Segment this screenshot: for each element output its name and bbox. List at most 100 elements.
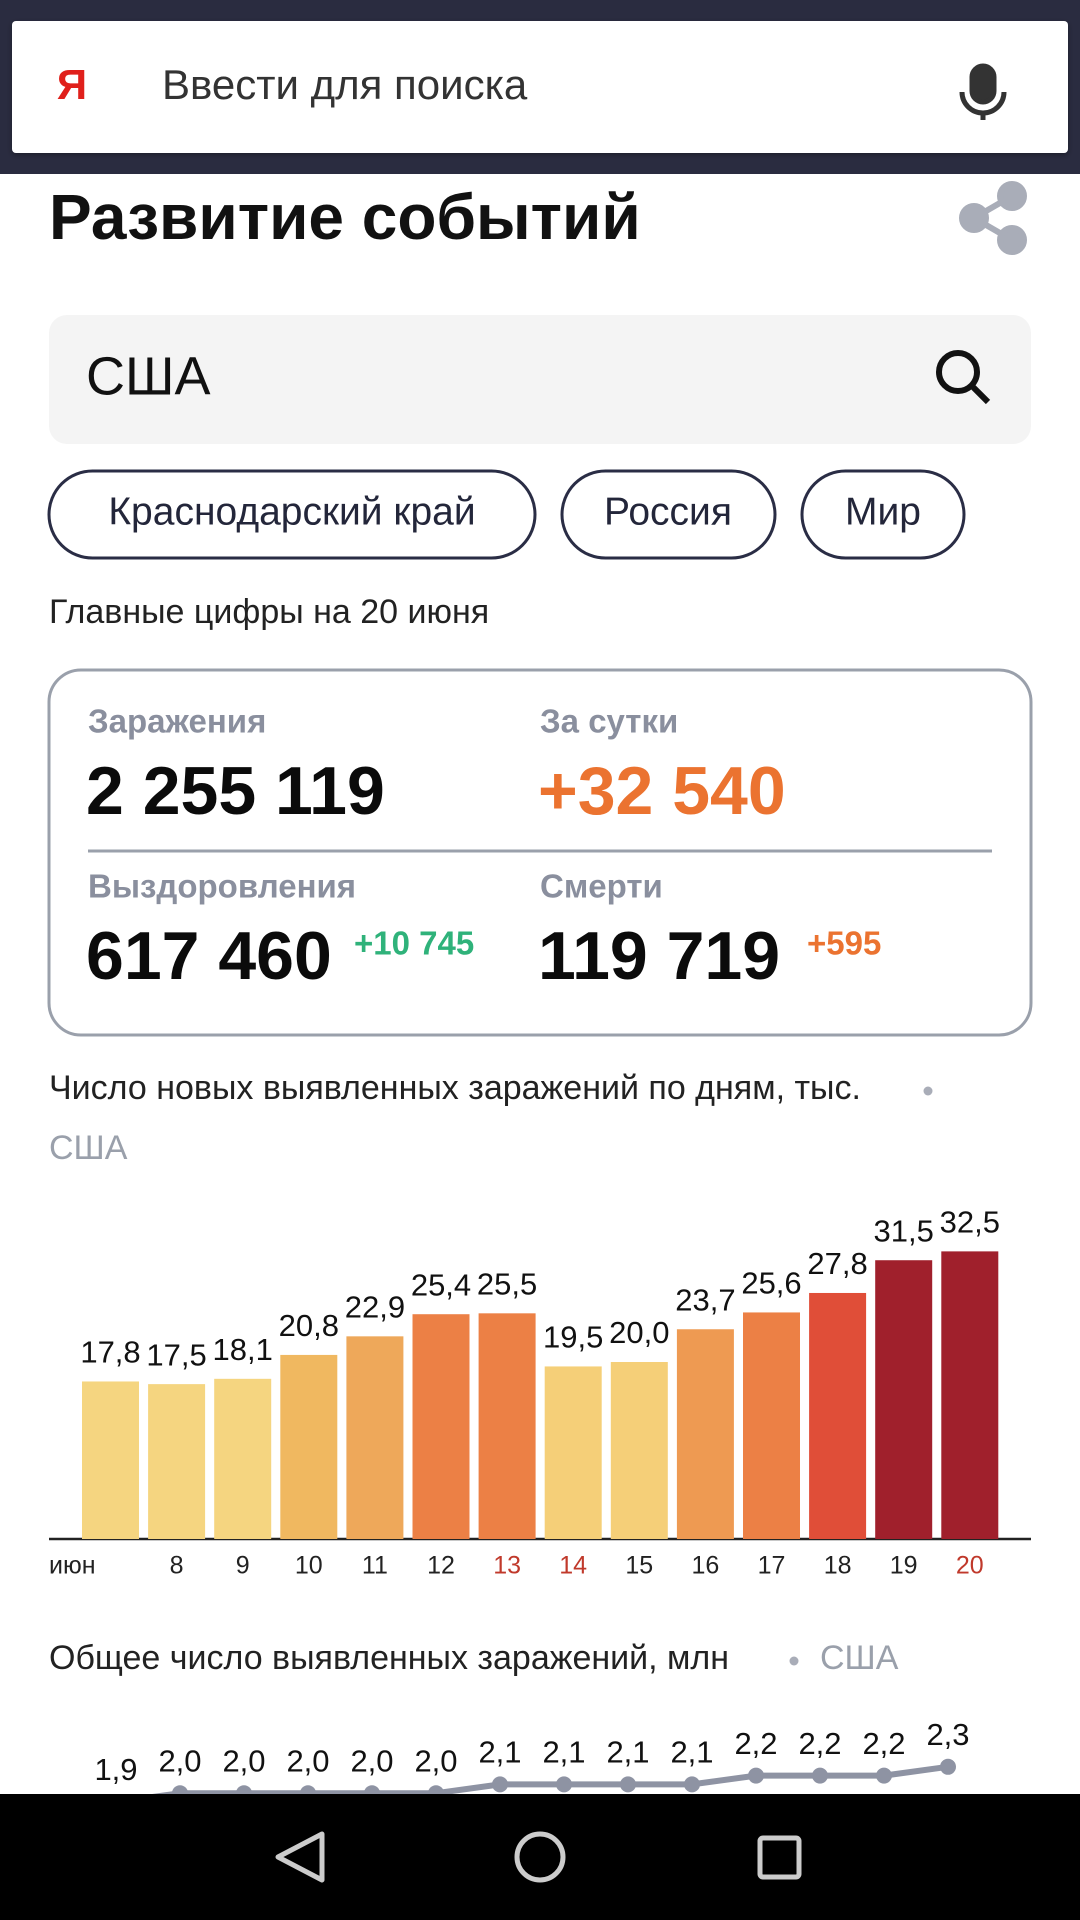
summary-title: Главные цифры на 20 июня <box>49 593 489 631</box>
x-tick-label: 18 <box>824 1552 852 1580</box>
point <box>620 1776 636 1793</box>
search-field[interactable] <box>49 315 1031 444</box>
x-tick-label: 14 <box>559 1552 587 1580</box>
chip[interactable] <box>560 469 777 560</box>
chart-title: Общее число выявленных заражений, млн <box>49 1639 729 1677</box>
value-label: 27,8 <box>807 1246 867 1281</box>
share-icon[interactable] <box>959 181 1027 255</box>
value-label: 19,5 <box>543 1320 603 1355</box>
point <box>876 1767 892 1784</box>
value-label: 2,0 <box>158 1743 201 1778</box>
x-tick-label: 8 <box>170 1552 184 1580</box>
value-label: 2,0 <box>414 1743 457 1778</box>
x-tick-label: 16 <box>691 1552 719 1580</box>
logo: Я <box>57 61 87 108</box>
x-tick-label: 15 <box>625 1552 653 1580</box>
value-label: 2,1 <box>542 1735 585 1770</box>
stat-value: +32 540 <box>538 753 786 829</box>
x-tick-label: 11 <box>362 1552 388 1580</box>
home-button[interactable] <box>514 1831 566 1883</box>
value-label: 2,0 <box>350 1743 393 1778</box>
stat-label: Заражения <box>88 703 266 740</box>
stat-delta: +10 745 <box>354 925 474 962</box>
x-tick-label: 19 <box>890 1552 918 1580</box>
value-label: 23,7 <box>675 1282 735 1317</box>
chip[interactable] <box>47 469 537 560</box>
value-label: 25,5 <box>477 1267 537 1302</box>
page-title: Развитие событий <box>49 181 641 253</box>
bar <box>214 1378 272 1539</box>
value-label: 2,2 <box>798 1726 841 1761</box>
recents-button[interactable] <box>757 1835 802 1880</box>
value-label: 25,4 <box>411 1267 471 1302</box>
search-icon[interactable] <box>936 350 991 405</box>
separator-dot <box>789 1656 799 1666</box>
stat-delta: +595 <box>807 925 881 962</box>
value-label: 18,1 <box>213 1332 273 1367</box>
bar <box>676 1329 734 1539</box>
back-button[interactable] <box>275 1831 325 1883</box>
x-tick-label: 12 <box>427 1552 455 1580</box>
point <box>684 1776 700 1793</box>
point <box>428 1785 444 1794</box>
bar <box>82 1381 139 1539</box>
value-label: 31,5 <box>874 1213 934 1248</box>
chip[interactable] <box>800 469 966 560</box>
point <box>300 1785 316 1794</box>
x-tick-label: 9 <box>236 1552 250 1580</box>
bar <box>346 1336 404 1539</box>
point <box>236 1785 252 1794</box>
chart-title: Число новых выявленных заражений по дням… <box>49 1069 861 1107</box>
bar <box>941 1251 999 1539</box>
chart-subtitle: США <box>820 1639 899 1677</box>
point <box>812 1767 828 1784</box>
charts: 17,8июн17,5818,1920,81022,91125,41225,51… <box>49 1205 1000 1794</box>
value-label: 2,1 <box>670 1735 713 1770</box>
point <box>940 1758 956 1775</box>
value-label: 2,1 <box>606 1735 649 1770</box>
x-tick-label: 20 <box>956 1552 984 1580</box>
chip-label: Мир <box>845 490 921 533</box>
point <box>556 1776 572 1793</box>
search-placeholder: Ввести для поиска <box>162 61 528 108</box>
bar <box>544 1366 602 1539</box>
point <box>492 1776 508 1793</box>
line <box>152 1763 949 1794</box>
bar <box>478 1313 536 1539</box>
bar <box>875 1260 933 1539</box>
chip-label: Россия <box>604 490 732 533</box>
x-tick-label: 17 <box>758 1552 786 1580</box>
stat-value: 2 255 119 <box>86 753 385 829</box>
mic-icon[interactable] <box>959 63 1007 120</box>
value-label: 25,6 <box>741 1266 801 1301</box>
separator-dot <box>923 1086 933 1096</box>
value-label: 2,1 <box>478 1735 521 1770</box>
bar <box>280 1354 338 1539</box>
chip-label: Краснодарский край <box>108 490 475 533</box>
point <box>172 1785 188 1794</box>
bar <box>148 1384 206 1539</box>
value-label: 2,0 <box>286 1743 329 1778</box>
point <box>748 1767 764 1784</box>
value-label: 17,5 <box>146 1337 206 1372</box>
bar <box>743 1312 800 1539</box>
bar <box>610 1362 668 1539</box>
search-query: США <box>86 346 211 406</box>
value-label: 1,9 <box>94 1752 137 1787</box>
chart-subtitle: США <box>49 1129 128 1167</box>
search-box[interactable] <box>12 21 1068 153</box>
x-tick-label: 10 <box>295 1552 323 1580</box>
stat-label: Выздоровления <box>88 868 356 905</box>
value-label: 22,9 <box>345 1290 405 1325</box>
value-label: 20,0 <box>609 1315 669 1350</box>
stat-value: 119 719 <box>538 918 780 994</box>
stat-label: За сутки <box>540 703 678 740</box>
nav-bar <box>0 1794 1080 1920</box>
value-label: 2,2 <box>862 1726 905 1761</box>
value-label: 2,2 <box>734 1726 777 1761</box>
value-label: 20,8 <box>279 1308 339 1343</box>
value-label: 2,0 <box>222 1743 265 1778</box>
value-label: 17,8 <box>80 1335 140 1370</box>
